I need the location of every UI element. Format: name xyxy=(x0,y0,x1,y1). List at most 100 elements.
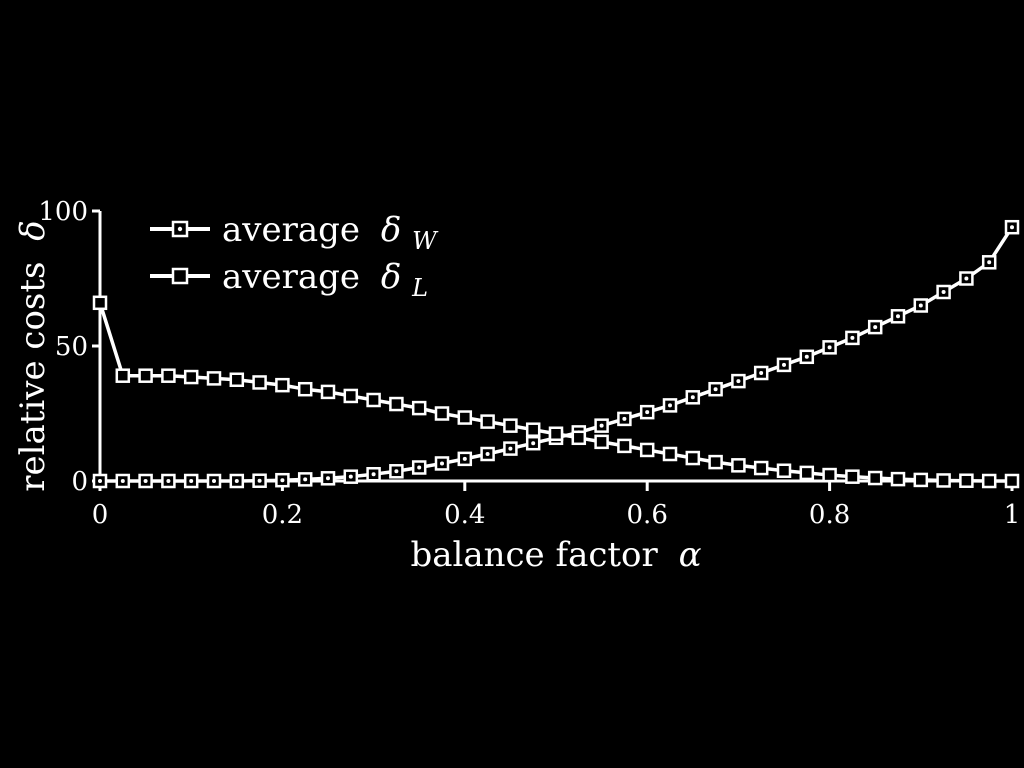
data-point xyxy=(503,418,518,433)
data-point xyxy=(252,375,267,390)
data-point-dot xyxy=(782,362,786,367)
data-point xyxy=(845,469,860,484)
x-tick-label: 1 xyxy=(1004,500,1021,530)
legend-label-l-symbol: δ xyxy=(381,257,401,297)
legend-entry-l: average δ L xyxy=(150,257,428,302)
data-point-dot xyxy=(690,395,695,400)
data-point-dot xyxy=(918,303,923,308)
data-point-dot xyxy=(896,314,900,319)
data-point xyxy=(275,377,290,393)
data-point xyxy=(959,473,974,488)
data-point xyxy=(434,406,450,421)
data-point-dot xyxy=(713,387,718,392)
axes xyxy=(98,211,1012,489)
data-point-dot xyxy=(189,479,194,483)
x-axis-label-symbol: α xyxy=(679,535,702,575)
data-point-dot xyxy=(531,441,536,446)
data-point xyxy=(776,463,792,478)
data-point-dot xyxy=(417,465,422,470)
data-point-dot xyxy=(143,479,148,483)
data-point xyxy=(685,450,701,466)
data-point xyxy=(297,381,313,397)
data-point-dot xyxy=(736,379,741,384)
data-point-dot xyxy=(1010,225,1014,230)
legend-label-l-subscript: L xyxy=(411,274,428,302)
data-point-dot xyxy=(599,423,604,428)
data-point-dot xyxy=(257,478,262,483)
series-w xyxy=(92,219,1020,489)
data-point-dot xyxy=(850,335,855,340)
legend-label-w-symbol: δ xyxy=(381,210,401,250)
x-tick-label: 0.2 xyxy=(262,500,303,530)
data-point xyxy=(913,472,929,488)
data-point-dot xyxy=(394,469,399,474)
legend-label-w-subscript: W xyxy=(412,227,439,255)
data-point xyxy=(594,434,609,450)
legend-marker-l xyxy=(171,267,189,285)
data-point xyxy=(571,430,587,446)
data-point xyxy=(1004,473,1020,489)
y-tick-label: 50 xyxy=(55,332,88,362)
data-point-dot xyxy=(440,461,444,466)
data-point xyxy=(229,372,245,387)
data-point xyxy=(343,388,359,404)
series-layer xyxy=(92,219,1020,489)
legend: average δ W average δ L xyxy=(150,210,439,302)
data-point-dot xyxy=(371,472,376,477)
x-tick-label: 0.4 xyxy=(444,500,485,530)
data-point xyxy=(206,371,222,386)
data-point-dot xyxy=(508,446,513,451)
data-point-dot xyxy=(485,452,490,456)
data-point-dot xyxy=(234,479,239,483)
y-axis-label-text: relative costs xyxy=(13,262,53,492)
data-point-dot xyxy=(827,345,832,350)
y-axis-label-symbol: δ xyxy=(13,220,53,240)
data-point xyxy=(617,438,632,454)
data-point xyxy=(92,295,108,311)
data-point xyxy=(320,384,336,400)
data-point xyxy=(936,473,951,488)
legend-label-w-text: average xyxy=(222,210,360,250)
data-point-dot xyxy=(212,479,216,483)
series-l xyxy=(92,295,1020,489)
data-point-dot xyxy=(166,479,171,483)
legend-label-l-text: average xyxy=(222,257,360,297)
x-tick-label: 0.8 xyxy=(809,500,850,530)
data-point-dot xyxy=(348,474,353,479)
data-point xyxy=(867,470,883,486)
data-point xyxy=(525,422,541,437)
data-point xyxy=(639,442,655,458)
data-point xyxy=(731,458,746,473)
x-tick-label: 0.6 xyxy=(627,500,668,530)
data-point-dot xyxy=(280,478,285,483)
data-point xyxy=(548,426,564,441)
legend-entry-w: average δ W xyxy=(150,210,439,255)
data-point xyxy=(366,392,381,408)
data-point xyxy=(138,368,153,383)
x-tick-label: 0 xyxy=(92,500,109,530)
data-point xyxy=(822,467,837,483)
y-axis-label: relative costs δ xyxy=(13,220,53,492)
data-point-dot xyxy=(804,354,809,359)
data-point xyxy=(411,400,427,416)
data-point xyxy=(662,446,678,462)
data-point xyxy=(799,465,815,481)
legend-marker-w-dot xyxy=(177,226,183,232)
y-tick-label: 100 xyxy=(38,197,88,227)
data-point xyxy=(753,460,769,476)
data-point xyxy=(183,369,199,385)
data-point xyxy=(161,368,176,383)
data-point-dot xyxy=(303,477,308,482)
data-point xyxy=(457,410,473,425)
x-axis-label-text: balance factor xyxy=(410,535,658,575)
data-point xyxy=(480,414,495,429)
data-point-dot xyxy=(987,260,992,265)
data-point-dot xyxy=(964,276,969,281)
legend-label-w: average δ W xyxy=(222,210,439,255)
data-point-dot xyxy=(98,479,102,483)
data-point xyxy=(389,396,404,412)
ticks: 0 50 100 0 0.2 0.4 0.6 0.8 1 xyxy=(38,197,1020,530)
data-point-dot xyxy=(941,290,946,294)
y-tick-label: 0 xyxy=(71,467,88,497)
